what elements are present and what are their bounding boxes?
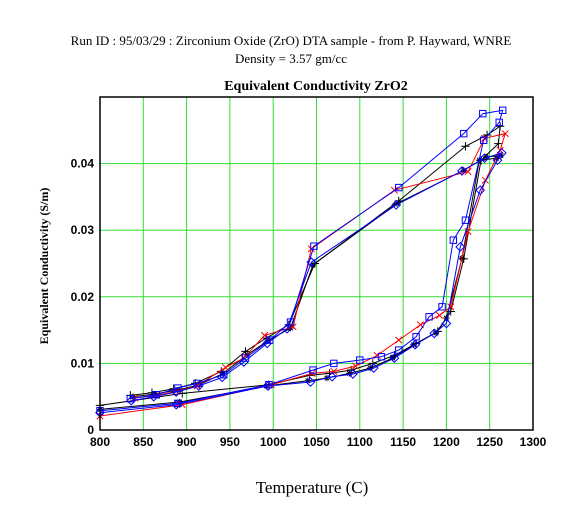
x-tick-label: 1300	[520, 435, 547, 449]
data-point-plus	[494, 139, 503, 148]
data-point-diamond	[263, 381, 273, 391]
data-point-diamond	[389, 353, 400, 363]
x-tick-label: 800	[90, 435, 110, 449]
series-1	[95, 122, 505, 410]
data-point-diamond	[391, 199, 402, 210]
data-point-square	[449, 236, 458, 244]
data-point-star	[410, 341, 417, 348]
data-point-square	[479, 136, 488, 144]
data-point-star	[443, 314, 450, 322]
data-point-diamond	[171, 387, 182, 397]
x-tick-label: 1000	[260, 435, 287, 449]
data-point-plus	[461, 142, 470, 151]
x-tick-label: 1100	[347, 435, 373, 449]
data-point-diamond	[327, 371, 337, 382]
series-2	[96, 152, 505, 413]
data-point-star	[483, 153, 490, 161]
data-point-diamond	[171, 399, 182, 410]
y-tick-label: 0.04	[71, 157, 95, 171]
plot-frame	[99, 96, 534, 431]
data-point-square	[309, 366, 317, 374]
data-point-square	[377, 353, 386, 361]
series-line	[99, 109, 504, 412]
data-point-diamond	[238, 357, 249, 367]
data-point-diamond	[368, 363, 379, 373]
y-tick-label: 0.01	[71, 356, 95, 370]
data-point-star	[393, 200, 401, 207]
series-5	[95, 148, 507, 418]
series-layer	[95, 106, 509, 420]
data-point-square	[460, 129, 468, 138]
x-tick-label: 1250	[476, 435, 503, 449]
run-id-header: Run ID : 95/03/29 : Zirconium Oxide (ZrO…	[70, 33, 512, 48]
data-point-star	[389, 354, 396, 362]
x-tick-label: 1150	[390, 435, 416, 449]
y-tick-label: 0	[87, 423, 94, 437]
tick-labels: 800 850 900 950 1000 1050 1100 1150 1200 1250 1300…	[71, 157, 547, 449]
y-tick-label: 0.03	[71, 223, 95, 237]
x-tick-label: 1050	[303, 435, 330, 449]
data-point-diamond	[306, 257, 317, 268]
density-header: Density = 3.57 gm/cc	[234, 51, 348, 66]
y-tick-label: 0.02	[71, 290, 95, 304]
data-point-x	[464, 168, 472, 176]
data-point-square	[395, 346, 403, 354]
data-point-star	[366, 364, 374, 372]
data-point-square	[356, 356, 364, 364]
data-point-plus	[241, 347, 250, 356]
data-point-diamond	[347, 369, 358, 379]
series-4	[96, 106, 507, 415]
x-tick-label: 900	[177, 435, 197, 449]
data-point-plus	[368, 359, 377, 368]
data-point-square	[412, 333, 420, 341]
grid-lines	[100, 97, 533, 430]
data-point-diamond	[282, 323, 292, 334]
data-point-x	[351, 362, 360, 370]
data-point-diamond	[457, 166, 467, 176]
data-point-star	[432, 329, 440, 336]
data-point-diamond	[148, 391, 159, 402]
series-line	[99, 155, 502, 410]
data-point-square	[495, 118, 503, 127]
data-point-diamond	[193, 381, 204, 391]
data-point-x	[222, 363, 230, 371]
data-point-diamond	[429, 328, 440, 339]
series-line	[99, 152, 503, 414]
data-point-diamond	[492, 155, 503, 166]
data-point-plus	[495, 122, 505, 131]
data-point-square	[310, 242, 318, 250]
data-point-square	[498, 106, 507, 115]
data-point-x	[395, 336, 403, 344]
data-point-diamond	[410, 339, 421, 350]
x-tick-label: 850	[133, 435, 153, 449]
data-point-diamond	[126, 395, 137, 406]
data-point-square	[330, 359, 338, 368]
data-point-x	[435, 311, 444, 320]
data-point-diamond	[496, 148, 507, 158]
data-point-diamond	[475, 185, 486, 196]
x-axis-label: Temperature (C)	[256, 478, 369, 497]
data-point-x	[501, 130, 509, 138]
data-point-diamond	[455, 241, 466, 252]
data-point-diamond	[479, 153, 490, 164]
data-point-square	[479, 109, 487, 118]
data-point-diamond	[441, 318, 452, 329]
data-point-diamond	[305, 377, 316, 387]
data-point-diamond	[262, 338, 273, 349]
data-point-square	[438, 303, 446, 311]
data-point-square	[425, 313, 433, 321]
data-point-square	[461, 216, 470, 224]
data-point-square	[395, 183, 403, 192]
x-tick-label: 950	[220, 435, 240, 449]
data-point-diamond	[217, 372, 228, 383]
y-axis-label: Equivalent Conductivity (S/m)	[37, 188, 51, 345]
x-tick-label: 1200	[433, 435, 460, 449]
chart-title: Equivalent Conductivity ZrO2	[224, 79, 408, 94]
